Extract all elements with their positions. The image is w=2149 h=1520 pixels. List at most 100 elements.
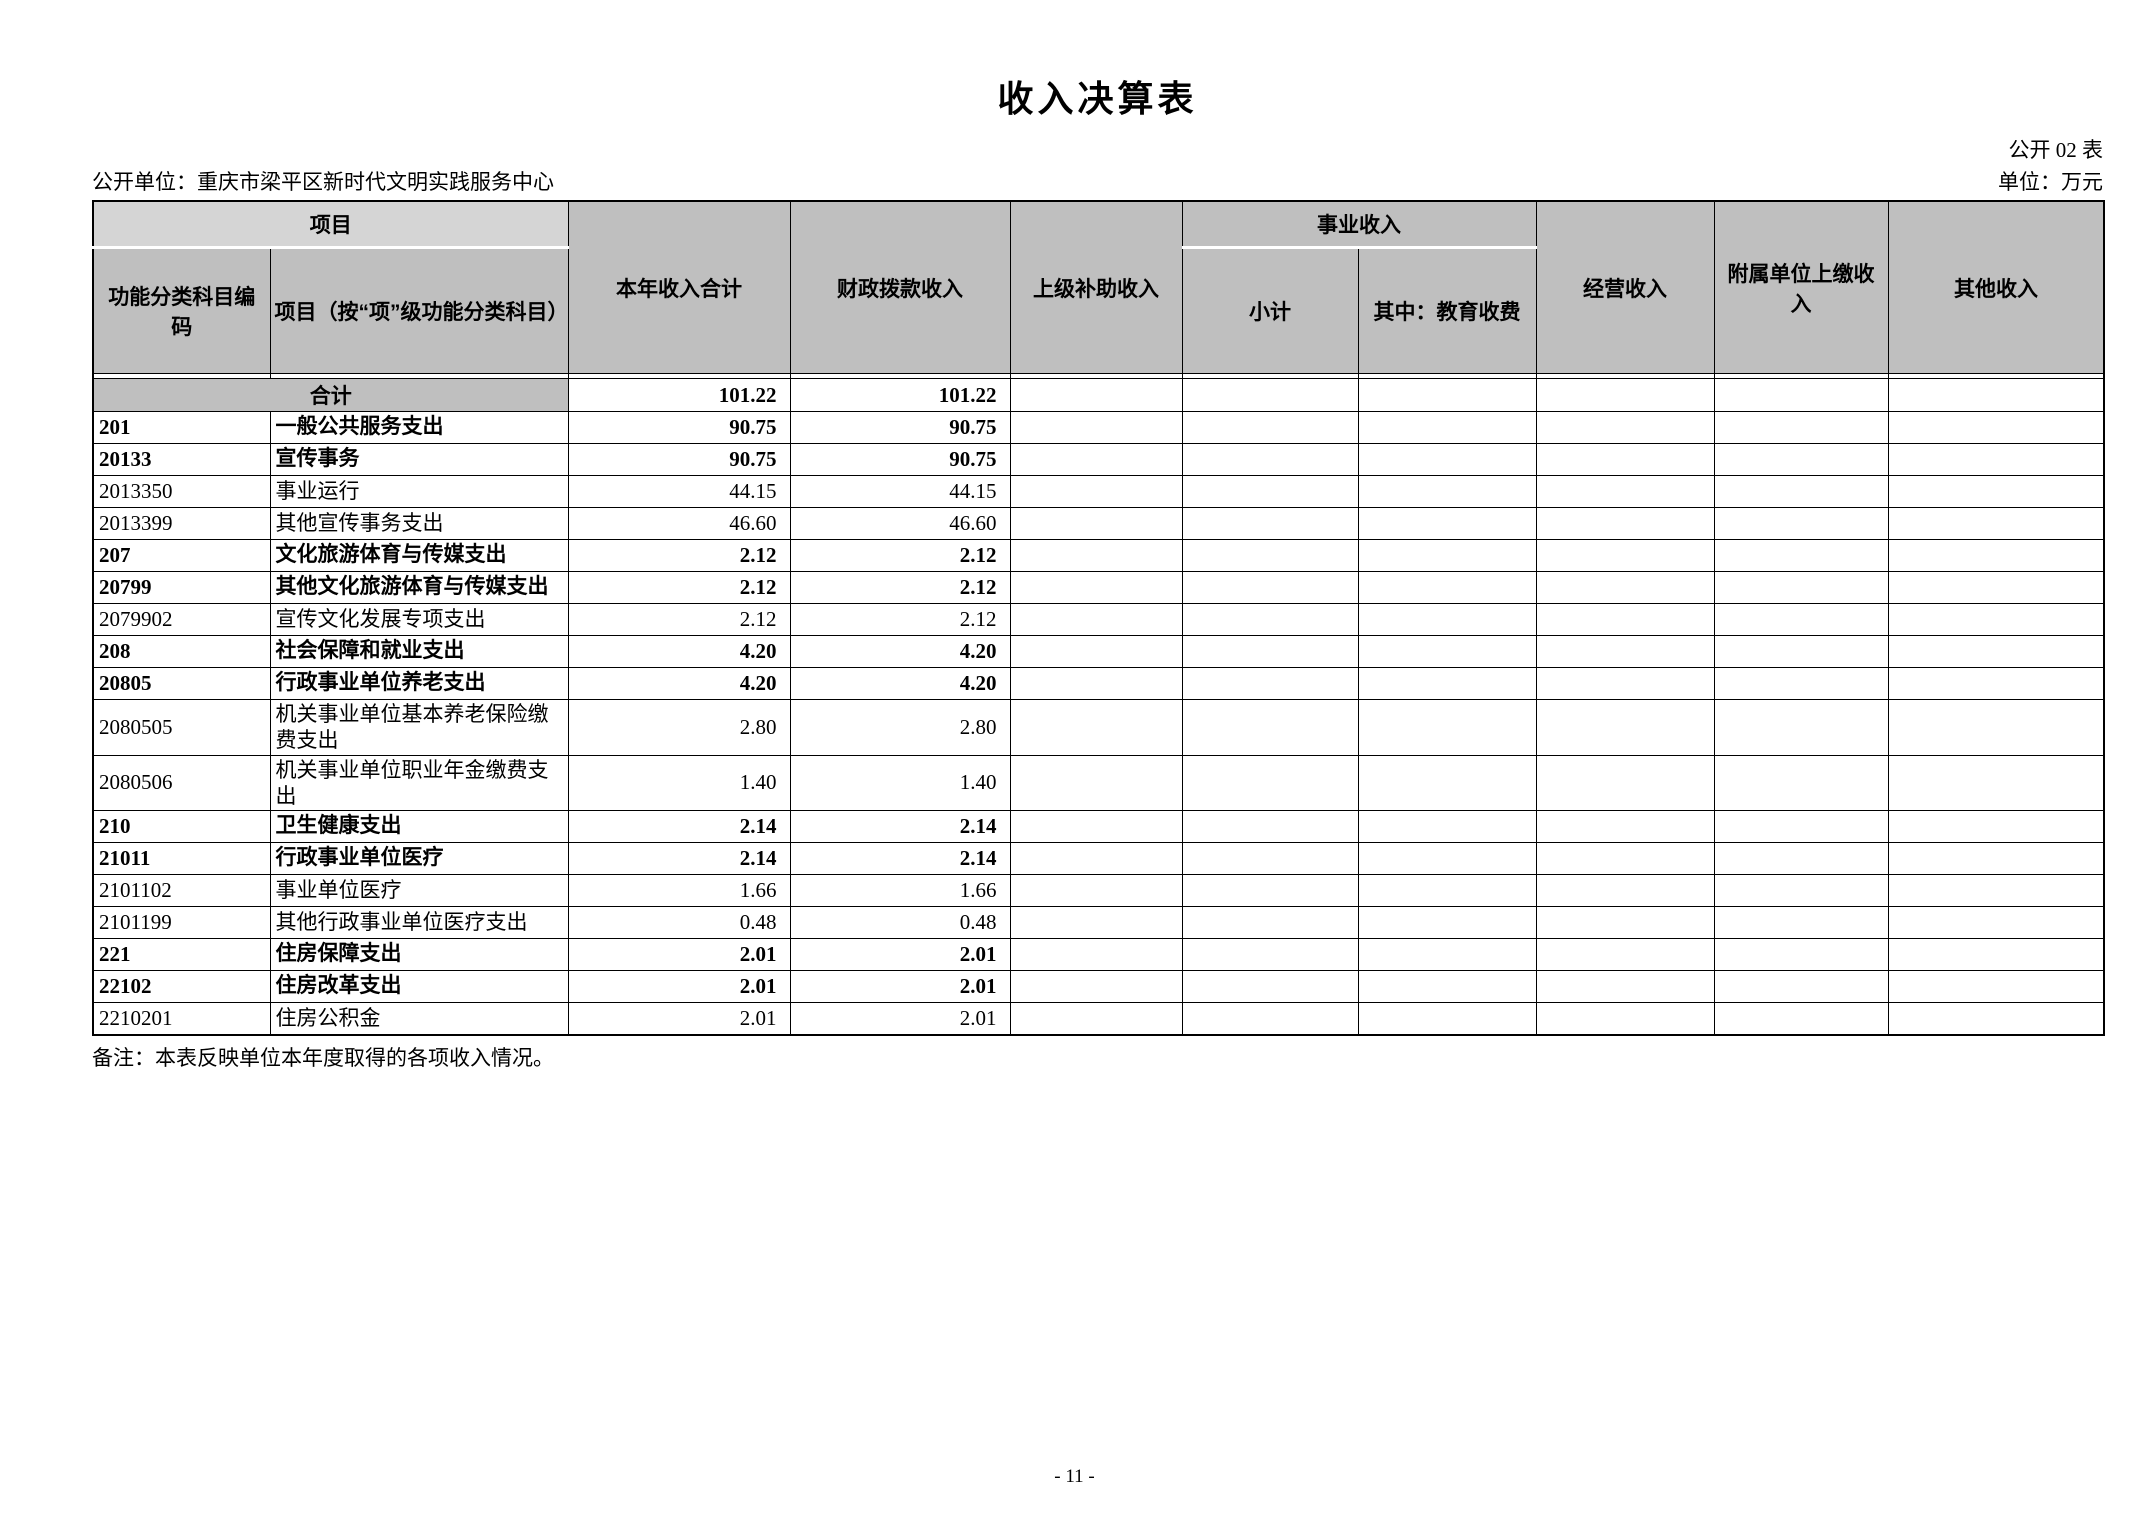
empty-cell — [1713, 810, 1889, 843]
row-year-total: 4.20 — [567, 667, 791, 700]
table-body: 合计 101.22 101.22 201 一般公共服务支出 90.75 90.75 20133… — [92, 373, 2105, 1036]
empty-cell — [1009, 571, 1183, 604]
header-education-fee: 其中：教育收费 — [1357, 247, 1537, 374]
empty-cell — [1713, 507, 1889, 540]
table-row: 21011 行政事业单位医疗 2.14 2.14 — [92, 842, 2105, 875]
row-code: 2080506 — [92, 754, 271, 811]
row-code: 208 — [92, 635, 271, 668]
row-item: 机关事业单位职业年金缴费支出 — [269, 754, 569, 811]
empty-cell — [1357, 842, 1537, 875]
empty-cell — [1713, 906, 1889, 939]
empty-cell — [1181, 571, 1359, 604]
empty-cell — [1181, 378, 1359, 412]
empty-cell — [1713, 603, 1889, 636]
row-item: 宣传事务 — [269, 443, 569, 476]
table-row: 207 文化旅游体育与传媒支出 2.12 2.12 — [92, 539, 2105, 572]
header-code: 功能分类科目编码 — [92, 247, 271, 374]
empty-cell — [1009, 378, 1183, 412]
row-year-total: 1.40 — [567, 754, 791, 811]
empty-cell — [1357, 443, 1537, 476]
row-code: 2101199 — [92, 906, 271, 939]
row-year-total: 44.15 — [567, 475, 791, 508]
empty-cell — [1357, 699, 1537, 756]
empty-cell — [1181, 443, 1359, 476]
empty-cell — [1713, 938, 1889, 971]
empty-cell — [1181, 1002, 1359, 1036]
row-fiscal-grant: 44.15 — [789, 475, 1011, 508]
row-fiscal-grant: 1.40 — [789, 754, 1011, 811]
table-header: 项目 本年收入合计 财政拨款收入 上级补助收入 事业收入 经营收入 附属单位上缴… — [92, 200, 2105, 374]
row-fiscal-grant: 2.12 — [789, 539, 1011, 572]
empty-cell — [1713, 635, 1889, 668]
row-item: 行政事业单位医疗 — [269, 842, 569, 875]
empty-cell — [1887, 667, 2105, 700]
table-row: 20799 其他文化旅游体育与传媒支出 2.12 2.12 — [92, 571, 2105, 604]
empty-cell — [1713, 874, 1889, 907]
row-year-total: 90.75 — [567, 443, 791, 476]
empty-cell — [1887, 906, 2105, 939]
empty-cell — [1181, 635, 1359, 668]
row-year-total: 2.80 — [567, 699, 791, 756]
empty-cell — [1535, 635, 1715, 668]
row-item: 住房改革支出 — [269, 970, 569, 1003]
empty-cell — [1535, 906, 1715, 939]
row-year-total: 2.01 — [567, 970, 791, 1003]
empty-cell — [1009, 699, 1183, 756]
empty-cell — [1887, 443, 2105, 476]
header-row-sub: 功能分类科目编码 项目（按“项”级功能分类科目） 小计 其中：教育收费 — [92, 247, 2104, 374]
empty-cell — [1713, 970, 1889, 1003]
row-fiscal-grant: 2.01 — [789, 938, 1011, 971]
empty-cell — [1887, 754, 2105, 811]
empty-cell — [1887, 571, 2105, 604]
total-label: 合计 — [92, 378, 569, 412]
total-row: 合计 101.22 101.22 — [92, 378, 2105, 412]
empty-cell — [1535, 970, 1715, 1003]
empty-cell — [1357, 938, 1537, 971]
empty-cell — [1357, 635, 1537, 668]
empty-cell — [1181, 938, 1359, 971]
meta-line: 公开单位：重庆市梁平区新时代文明实践服务中心 单位：万元 — [92, 169, 2103, 196]
empty-cell — [1535, 603, 1715, 636]
header-fiscal-grant: 财政拨款收入 — [789, 200, 1011, 374]
header-item: 项目（按“项”级功能分类科目） — [269, 247, 569, 374]
empty-cell — [1009, 810, 1183, 843]
empty-cell — [1357, 667, 1537, 700]
empty-cell — [1535, 571, 1715, 604]
table-row: 208 社会保障和就业支出 4.20 4.20 — [92, 635, 2105, 668]
row-fiscal-grant: 2.14 — [789, 810, 1011, 843]
page-number: - 11 - — [1054, 1466, 1095, 1487]
empty-cell — [1887, 842, 2105, 875]
unit-label: 单位：万元 — [1998, 170, 2103, 194]
empty-cell — [1713, 754, 1889, 811]
row-year-total: 2.01 — [567, 938, 791, 971]
income-table: 项目 本年收入合计 财政拨款收入 上级补助收入 事业收入 经营收入 附属单位上缴… — [92, 200, 2105, 1036]
note-line: 备注：本表反映单位本年度取得的各项收入情况。 — [92, 1046, 554, 1070]
empty-cell — [1357, 571, 1537, 604]
row-year-total: 46.60 — [567, 507, 791, 540]
row-fiscal-grant: 2.80 — [789, 699, 1011, 756]
empty-cell — [1357, 507, 1537, 540]
table-row: 210 卫生健康支出 2.14 2.14 — [92, 810, 2105, 843]
row-code: 21011 — [92, 842, 271, 875]
empty-cell — [1357, 539, 1537, 572]
empty-cell — [1181, 475, 1359, 508]
empty-cell — [1181, 699, 1359, 756]
table-row: 20805 行政事业单位养老支出 4.20 4.20 — [92, 667, 2105, 700]
empty-cell — [1535, 539, 1715, 572]
table-row: 2079902 宣传文化发展专项支出 2.12 2.12 — [92, 603, 2105, 636]
row-fiscal-grant: 2.14 — [789, 842, 1011, 875]
empty-cell — [1357, 754, 1537, 811]
row-item: 机关事业单位基本养老保险缴费支出 — [269, 699, 569, 756]
row-fiscal-grant: 2.12 — [789, 571, 1011, 604]
empty-cell — [1009, 1002, 1183, 1036]
empty-cell — [1181, 411, 1359, 444]
row-fiscal-grant: 90.75 — [789, 411, 1011, 444]
table-row: 2101199 其他行政事业单位医疗支出 0.48 0.48 — [92, 906, 2105, 939]
empty-cell — [1181, 667, 1359, 700]
empty-cell — [1713, 571, 1889, 604]
empty-cell — [1009, 603, 1183, 636]
table-row: 22102 住房改革支出 2.01 2.01 — [92, 970, 2105, 1003]
empty-cell — [1009, 970, 1183, 1003]
empty-cell — [1887, 874, 2105, 907]
empty-cell — [1009, 411, 1183, 444]
